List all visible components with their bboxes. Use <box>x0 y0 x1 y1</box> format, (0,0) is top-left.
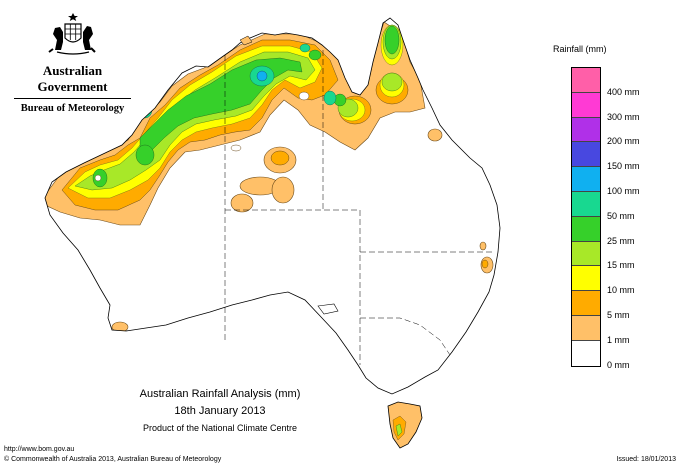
copyright-text: © Commonwealth of Australia 2013, Austra… <box>4 456 222 463</box>
coat-of-arms-icon <box>47 13 96 55</box>
legend-swatch <box>572 266 600 292</box>
legend-label: 150 mm <box>607 161 640 172</box>
legend-label: 50 mm <box>607 210 635 221</box>
legend-swatch <box>572 216 600 242</box>
map-date: 18th January 2013 <box>174 405 266 417</box>
legend-label: 15 mm <box>607 260 635 271</box>
legend-swatch <box>572 315 600 341</box>
rainfall-legend <box>571 67 601 367</box>
legend-swatch <box>572 167 600 192</box>
legend-swatch <box>572 68 600 93</box>
map-product: Product of the National Climate Centre <box>142 423 298 433</box>
legend-label: 1 mm <box>607 334 630 345</box>
legend-label: 25 mm <box>607 235 635 246</box>
government-title: Australian Government <box>37 63 108 94</box>
legend-swatch <box>572 340 600 366</box>
legend-label: 5 mm <box>607 310 630 320</box>
legend-label: 400 mm <box>607 86 640 97</box>
header-divider <box>14 98 131 99</box>
legend-swatch <box>572 291 600 316</box>
map-title: Australian Rainfall Analysis (mm) <box>139 388 301 400</box>
issued-date: Issued: 18/01/2013 <box>616 456 676 463</box>
legend-label: 10 mm <box>607 285 635 296</box>
legend-label: 300 mm <box>607 111 640 122</box>
government-header: Australian Government Bureau of Meteorol… <box>10 12 135 114</box>
legend-swatch <box>572 142 600 168</box>
legend-label: 200 mm <box>607 136 640 147</box>
bureau-title: Bureau of Meteorology <box>20 103 125 114</box>
legend-swatch <box>572 117 600 143</box>
legend-label: 0 mm <box>607 359 630 370</box>
legend-swatch <box>572 191 600 217</box>
legend-title: Rainfall (mm) <box>553 44 607 54</box>
legend-swatch <box>572 241 600 267</box>
legend-swatch <box>572 92 600 118</box>
legend-label: 100 mm <box>607 186 640 196</box>
bom-url-link[interactable]: http://www.bom.gov.au <box>4 446 75 453</box>
